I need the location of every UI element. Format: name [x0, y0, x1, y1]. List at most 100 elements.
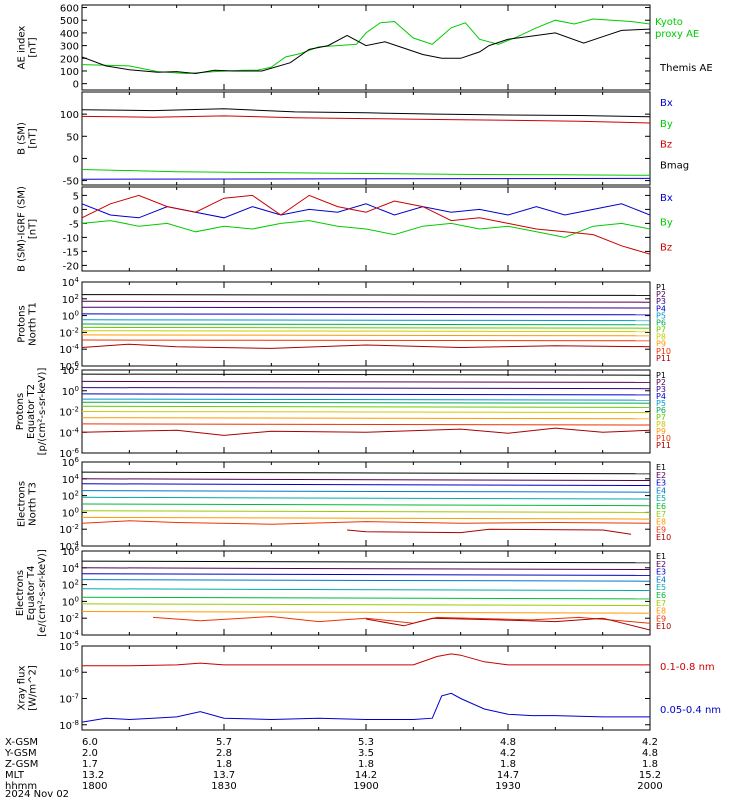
- ephemeris-value: 1.8: [642, 759, 658, 770]
- series-line-P6: [82, 323, 650, 326]
- legend-label: E2: [656, 471, 666, 480]
- y-tick-label: 300: [60, 42, 79, 53]
- series-line-P11: [82, 343, 650, 349]
- y-tick-label: 102: [62, 490, 79, 503]
- legend-label: E3: [656, 568, 666, 577]
- legend-label: By: [660, 218, 673, 229]
- series-line-E10: [365, 617, 650, 631]
- y-tick-label: 104: [62, 473, 80, 486]
- legend-label: P1: [656, 283, 666, 292]
- y-tick-label: 100: [62, 310, 79, 323]
- panel-3: 5 0 -5 -10 -15 -20 B (SM)-IGRF (SM) [nT] Bx By Bz: [17, 186, 673, 272]
- y-tick-label: 100: [62, 595, 79, 608]
- legend-label: P7: [656, 326, 666, 335]
- y-axis-label: B (SM)-IGRF (SM): [17, 186, 28, 272]
- y-tick-label: -20: [63, 261, 79, 272]
- y-tick-label: 10-2: [59, 612, 79, 625]
- y-tick-label: 100: [62, 385, 79, 398]
- ephemeris-value: 4.2: [642, 737, 658, 748]
- y-axis-label: Equator T2: [26, 384, 37, 439]
- y-axis-label: B (SM): [17, 122, 28, 155]
- panel-8: 10-5 10-6 10-7 10-8 Xray flux [W/m^2] 0.1-0.8 …: [17, 640, 722, 732]
- legend-label: P10: [656, 434, 671, 443]
- y-tick-label: 0: [73, 205, 79, 216]
- y-axis-label: Xray flux: [17, 666, 28, 711]
- y-axis-label: North T1: [28, 302, 39, 346]
- legend-label: E10: [656, 533, 671, 542]
- y-tick-label: 200: [60, 54, 79, 65]
- legend-label: P6: [656, 318, 666, 327]
- series-line-E3: [82, 483, 650, 486]
- y-axis-label: Protons: [15, 393, 26, 430]
- y-tick-label: 600: [60, 4, 79, 15]
- legend-label: E1: [656, 552, 666, 561]
- series-line-P4: [82, 313, 650, 316]
- y-tick-label: 0: [73, 80, 79, 91]
- series-line-By: [82, 169, 650, 176]
- legend-label: E6: [656, 591, 666, 600]
- legend-label: P5: [656, 311, 666, 320]
- series-line-E4: [82, 490, 650, 493]
- legend-label: E6: [656, 502, 666, 511]
- series-line-P11: [82, 427, 650, 436]
- legend-label: Bx: [660, 98, 673, 109]
- y-tick-label: 100: [60, 110, 79, 121]
- series-line-P1: [82, 373, 650, 376]
- y-tick-label: 100: [62, 506, 79, 519]
- y-tick-label: 10-4: [59, 426, 79, 439]
- y-tick-label: 0: [73, 154, 79, 165]
- panel-2: 100 50 0 -50 B (SM) [nT] Bx By Bz Bmag: [17, 91, 689, 188]
- legend-label: E8: [656, 607, 666, 616]
- series-line-P10: [82, 339, 650, 342]
- series-line-By: [82, 220, 650, 238]
- legend-label: P1: [656, 371, 666, 380]
- series-line-Bz: [82, 115, 650, 124]
- series-line-E8: [82, 611, 650, 614]
- series-line-P7: [82, 405, 650, 408]
- series-line-E10: [347, 528, 632, 535]
- ephemeris-value: 1930: [495, 781, 520, 792]
- ephemeris-value: 2000: [637, 781, 662, 792]
- y-tick-label: 102: [62, 579, 79, 592]
- y-axis-label: Electrons: [17, 481, 28, 527]
- y-tick-label: 10-8: [59, 719, 79, 732]
- legend-label: P5: [656, 399, 666, 408]
- legend-label: Themis AE: [659, 63, 713, 74]
- ephemeris-value: 14.7: [497, 770, 519, 781]
- series-line-E3: [82, 573, 650, 576]
- ephemeris-value: 14.2: [355, 770, 377, 781]
- legend-label: P9: [656, 427, 666, 436]
- y-tick-label: 106: [62, 545, 80, 558]
- y-tick-label: 10-2: [59, 406, 79, 419]
- ephemeris-row-label: Z-GSM: [5, 759, 38, 770]
- y-axis-label: Protons: [17, 305, 28, 342]
- ephemeris-row-label: hhmm: [5, 781, 37, 792]
- legend-label: E10: [656, 622, 671, 631]
- legend-label: P4: [656, 392, 666, 401]
- y-tick-label: 10-2: [59, 523, 79, 536]
- legend-label: E7: [656, 510, 666, 519]
- series-line-E9: [152, 615, 650, 624]
- y-tick-label: -50: [63, 177, 79, 188]
- ephemeris-value: 1830: [211, 781, 236, 792]
- y-axis-label: [W/m^2]: [28, 665, 39, 711]
- series-line-E1: [82, 560, 650, 564]
- ephemeris-value: 6.0: [82, 737, 98, 748]
- y-axis-label: [e/(cm²-s-sr-keV)]: [37, 549, 48, 637]
- ephemeris-value: 2.0: [82, 748, 98, 759]
- legend-label: P9: [656, 340, 666, 349]
- series-line-P9: [82, 417, 650, 420]
- series-line-0-05-0-4-nm: [82, 692, 650, 723]
- legend-label: E9: [656, 525, 666, 534]
- series-line-P3: [82, 387, 650, 390]
- series-line-E6: [82, 503, 650, 507]
- series-line-P6: [82, 401, 650, 404]
- ephemeris-value: 2.8: [216, 748, 232, 759]
- ephemeris-value: 13.2: [82, 770, 104, 781]
- ephemeris-row-label: X-GSM: [5, 737, 38, 748]
- series-line-E8: [82, 516, 650, 520]
- ephemeris-value: 5.7: [216, 737, 232, 748]
